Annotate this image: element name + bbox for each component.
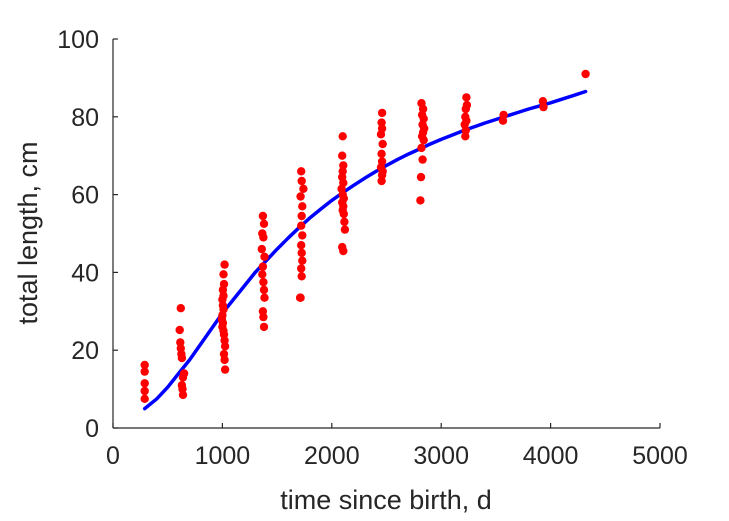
data-point — [219, 270, 228, 279]
data-point — [416, 196, 425, 205]
x-tick-label: 0 — [106, 442, 120, 470]
data-point — [220, 365, 230, 374]
data-point — [340, 225, 350, 234]
data-point — [296, 293, 305, 302]
data-point — [498, 116, 508, 125]
data-point — [259, 219, 269, 228]
data-point — [416, 172, 426, 182]
y-tick-label: 100 — [57, 26, 99, 54]
data-point — [259, 285, 269, 295]
y-tick-label: 20 — [71, 337, 99, 365]
data-point — [260, 293, 269, 302]
data-point — [260, 252, 269, 261]
data-point — [581, 69, 590, 79]
x-tick-label: 1000 — [195, 442, 251, 470]
data-point — [140, 379, 149, 388]
data-point — [462, 93, 471, 102]
data-point — [140, 367, 149, 376]
y-tick-labels: 0 20 40 60 80 100 — [57, 26, 99, 443]
y-tick-label: 60 — [71, 182, 99, 210]
data-point — [417, 143, 426, 153]
data-point — [258, 262, 268, 271]
data-point — [296, 192, 305, 201]
data-point — [376, 130, 386, 139]
data-point — [258, 211, 268, 221]
data-point — [339, 209, 348, 219]
data-point — [298, 231, 307, 240]
data-point — [539, 102, 548, 112]
data-point — [177, 353, 187, 363]
data-point — [298, 256, 307, 265]
data-point — [140, 386, 149, 396]
data-point — [140, 394, 149, 403]
data-point — [419, 135, 428, 145]
data-point — [297, 211, 306, 221]
data-point — [378, 139, 387, 149]
data-point — [259, 277, 268, 287]
data-point — [338, 132, 347, 141]
fit-curve — [142, 89, 588, 411]
data-point — [178, 373, 188, 382]
data-point — [299, 184, 308, 193]
data-point — [340, 217, 349, 226]
data-point — [178, 390, 188, 400]
data-point — [338, 151, 347, 160]
data-point — [297, 272, 306, 281]
x-tick-labels: 0 1000 2000 3000 4000 5000 — [106, 442, 688, 470]
x-axis-label: time since birth, d — [280, 485, 492, 515]
data-point — [377, 149, 386, 158]
fit-curve-layer — [142, 89, 588, 411]
data-points-layer — [140, 69, 590, 403]
data-point — [257, 244, 266, 254]
y-tick-label: 80 — [71, 104, 99, 132]
data-point — [377, 108, 387, 118]
data-point — [259, 322, 269, 332]
data-point — [377, 176, 386, 186]
data-point — [297, 248, 306, 258]
x-tick-label: 5000 — [632, 442, 688, 470]
y-tick-label: 40 — [71, 259, 99, 287]
data-point — [297, 167, 306, 176]
data-point — [297, 176, 306, 186]
data-point — [339, 246, 348, 256]
x-tick-label: 4000 — [523, 442, 579, 470]
data-point — [220, 342, 230, 351]
data-point — [175, 325, 184, 335]
plot-area — [140, 69, 590, 411]
y-axis — [112, 38, 118, 429]
data-point — [418, 155, 427, 164]
data-point — [140, 360, 149, 370]
y-tick-label: 0 — [85, 415, 99, 443]
data-point — [220, 355, 229, 365]
x-tick-label: 2000 — [304, 442, 360, 470]
data-point — [297, 241, 306, 250]
data-point — [297, 264, 306, 273]
data-point — [297, 221, 306, 230]
data-point — [259, 233, 268, 242]
data-point — [258, 270, 267, 279]
data-point — [461, 132, 470, 141]
data-point — [298, 202, 307, 211]
x-axis — [112, 423, 661, 429]
data-point — [259, 312, 268, 322]
y-axis-label: total length, cm — [13, 141, 43, 324]
x-tick-label: 3000 — [413, 442, 469, 470]
data-point — [176, 304, 185, 313]
data-point — [461, 104, 470, 114]
data-point — [220, 260, 229, 269]
